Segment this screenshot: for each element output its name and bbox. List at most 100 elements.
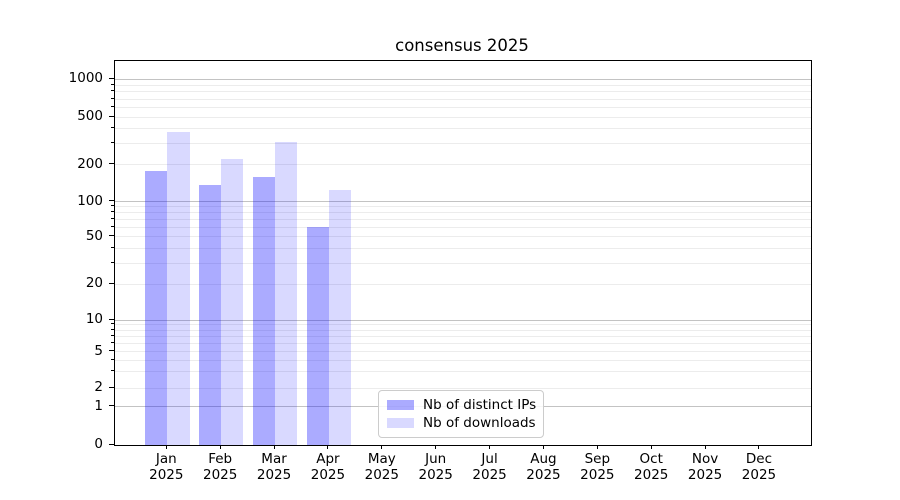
major-gridline	[115, 319, 811, 321]
y-tick-mark	[109, 235, 114, 237]
y-minor-tick-mark	[111, 142, 114, 144]
bar-apr-downloads	[328, 190, 352, 445]
minor-gridline	[115, 226, 811, 228]
x-tick-mark	[704, 445, 706, 449]
month-label: Oct	[639, 451, 663, 467]
month-label: Mar	[261, 451, 287, 467]
y-tick-label: 1	[94, 397, 103, 414]
minor-gridline	[115, 128, 811, 130]
y-tick-label: 500	[77, 108, 103, 125]
y-tick-label: 0	[94, 436, 103, 452]
month-label: May	[367, 451, 396, 467]
y-minor-tick-mark	[111, 370, 114, 372]
bar-mar-distinct-ips	[252, 177, 276, 445]
x-tick-mark	[596, 445, 598, 449]
year-label: 2025	[310, 466, 346, 483]
x-tick-label-sep: Sep 2025	[565, 451, 629, 483]
minor-gridline	[115, 371, 811, 373]
x-tick-mark	[327, 445, 329, 449]
minor-gridline	[115, 106, 811, 108]
y-tick-mark	[109, 350, 114, 352]
x-tick-mark	[435, 445, 437, 449]
y-minor-tick-mark	[111, 341, 114, 343]
legend: Nb of distinct IPs Nb of downloads	[378, 390, 544, 438]
year-label: 2025	[202, 466, 238, 483]
y-tick-mark	[109, 318, 114, 320]
plot-area	[114, 60, 812, 446]
x-tick-label-oct: Oct 2025	[619, 451, 683, 483]
minor-gridline	[115, 164, 811, 166]
y-minor-tick-mark	[111, 246, 114, 248]
minor-gridline	[115, 212, 811, 214]
legend-label-distinct-ips: Nb of distinct IPs	[423, 397, 537, 413]
y-tick-mark	[109, 77, 114, 79]
month-label: Nov	[691, 451, 719, 467]
y-minor-tick-mark	[111, 205, 114, 207]
y-tick-label: 20	[85, 275, 103, 292]
legend-label-downloads: Nb of downloads	[423, 415, 536, 431]
x-tick-mark	[219, 445, 221, 449]
minor-gridline	[115, 324, 811, 326]
x-tick-label-jul: Jul 2025	[458, 451, 522, 483]
major-gridline	[115, 78, 811, 80]
x-tick-label-jun: Jun 2025	[404, 451, 468, 483]
legend-row-distinct-ips: Nb of distinct IPs	[379, 396, 543, 414]
x-tick-mark	[273, 445, 275, 449]
y-tick-mark	[109, 200, 114, 201]
bar-jan-distinct-ips	[145, 171, 168, 445]
y-minor-tick-mark	[111, 105, 114, 107]
year-label: 2025	[634, 466, 669, 483]
y-tick-mark	[109, 115, 114, 117]
x-tick-mark	[381, 445, 383, 449]
y-tick-label: 50	[85, 227, 103, 244]
y-minor-tick-mark	[111, 261, 114, 263]
minor-gridline	[115, 116, 811, 118]
minor-gridline	[115, 342, 811, 344]
month-label: Feb	[208, 451, 233, 467]
minor-gridline	[115, 84, 811, 86]
y-minor-tick-mark	[111, 334, 114, 336]
year-label: 2025	[580, 466, 615, 483]
y-tick-mark	[109, 386, 114, 388]
minor-gridline	[115, 283, 811, 285]
month-label: Sep	[584, 451, 611, 467]
minor-gridline	[115, 219, 811, 221]
bar-mar-downloads	[275, 142, 298, 445]
minor-gridline	[115, 206, 811, 208]
y-tick-mark	[109, 443, 114, 445]
downloads-swatch	[387, 418, 414, 428]
x-tick-label-jan: Jan 2025	[134, 451, 198, 483]
bar-apr-distinct-ips	[306, 226, 329, 445]
year-label: 2025	[418, 466, 453, 483]
y-tick-mark	[109, 163, 114, 165]
year-label: 2025	[364, 466, 399, 483]
x-tick-label-aug: Aug 2025	[511, 451, 575, 483]
month-label: Apr	[316, 451, 340, 467]
month-label: Jul	[481, 451, 498, 467]
bar-feb-downloads	[221, 158, 244, 445]
minor-gridline	[115, 236, 811, 238]
year-label: 2025	[687, 466, 723, 483]
y-minor-tick-mark	[111, 90, 114, 92]
x-tick-mark	[758, 445, 760, 449]
y-minor-tick-mark	[111, 225, 114, 227]
minor-gridline	[115, 329, 811, 331]
y-tick-label: 2	[94, 379, 103, 396]
y-minor-tick-mark	[111, 328, 114, 330]
y-minor-tick-mark	[111, 323, 114, 325]
y-tick-label: 200	[77, 155, 103, 172]
x-tick-label-may: May 2025	[350, 451, 414, 483]
x-tick-label-nov: Nov 2025	[673, 451, 737, 483]
y-minor-tick-mark	[111, 83, 114, 85]
y-tick-label: 100	[77, 192, 103, 209]
distinct-ips-swatch	[387, 400, 414, 410]
chart-title: consensus 2025	[395, 36, 529, 55]
y-tick-label: 10	[85, 311, 103, 328]
minor-gridline	[115, 98, 811, 100]
month-label: Dec	[745, 451, 773, 467]
minor-gridline	[115, 262, 811, 264]
minor-gridline	[115, 91, 811, 93]
year-label: 2025	[526, 466, 561, 483]
x-tick-mark	[542, 445, 544, 449]
year-label: 2025	[741, 466, 777, 483]
